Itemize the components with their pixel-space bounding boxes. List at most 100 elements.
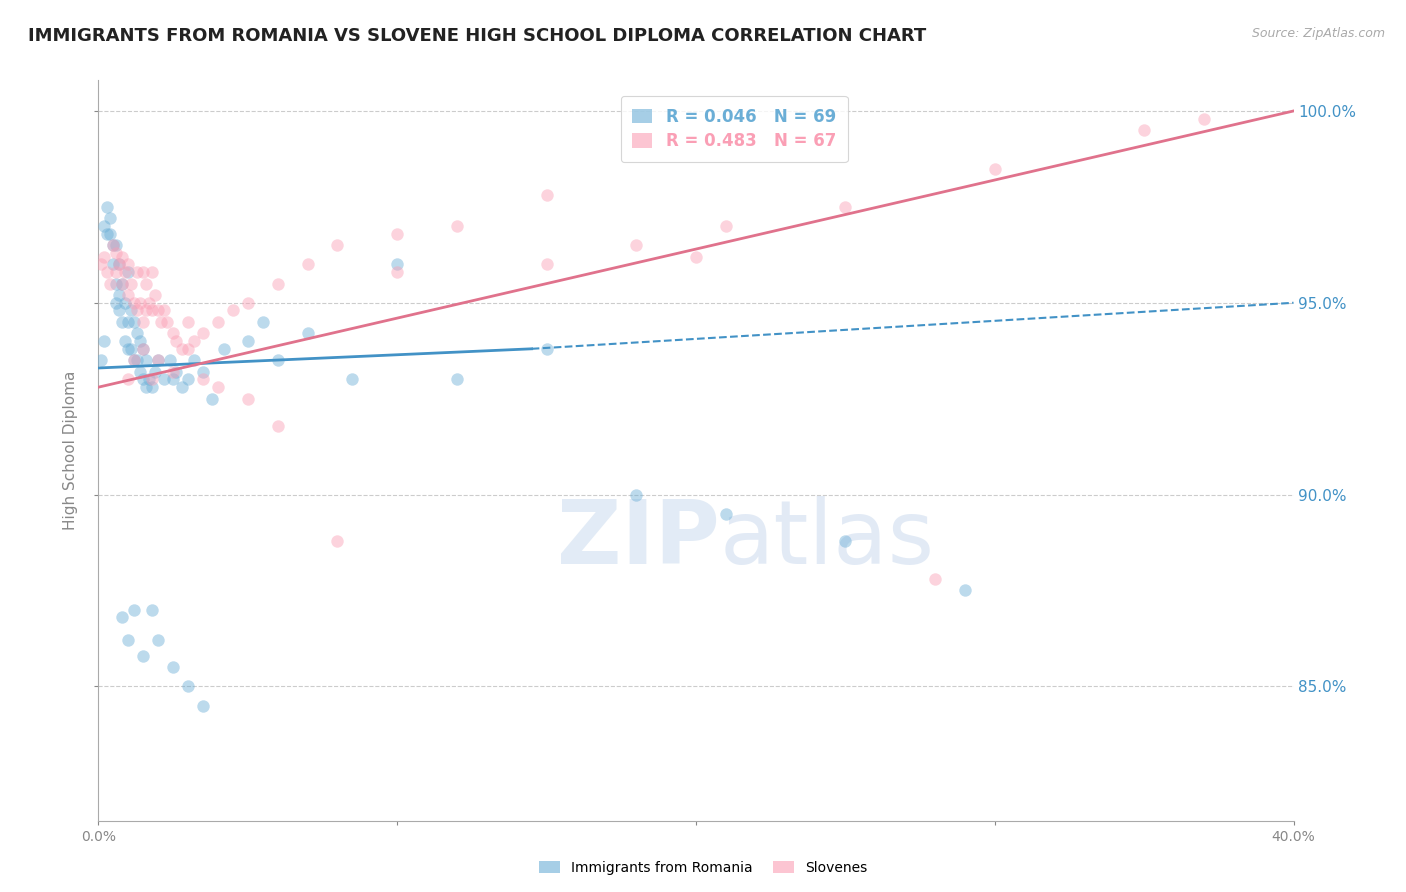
Point — [446, 372, 468, 386]
Point — [103, 238, 125, 252]
Point — [96, 265, 118, 279]
Point — [114, 334, 136, 348]
Point — [984, 161, 1007, 176]
Point — [111, 277, 134, 291]
Point — [536, 257, 558, 271]
Y-axis label: High School Diploma: High School Diploma — [63, 371, 79, 530]
Point — [326, 238, 349, 252]
Point — [141, 265, 163, 279]
Point — [143, 288, 166, 302]
Point — [685, 250, 707, 264]
Point — [117, 342, 139, 356]
Point — [162, 365, 184, 379]
Point — [129, 295, 152, 310]
Point — [111, 610, 134, 624]
Point — [114, 295, 136, 310]
Point — [124, 295, 146, 310]
Point — [138, 295, 160, 310]
Point — [191, 365, 214, 379]
Point — [172, 380, 194, 394]
Point — [297, 257, 319, 271]
Point — [385, 265, 409, 279]
Point — [124, 602, 146, 616]
Point — [953, 583, 976, 598]
Point — [141, 602, 163, 616]
Point — [105, 295, 128, 310]
Point — [446, 219, 468, 233]
Point — [177, 315, 200, 329]
Point — [129, 365, 152, 379]
Point — [148, 353, 170, 368]
Legend: R = 0.046   N = 69, R = 0.483   N = 67: R = 0.046 N = 69, R = 0.483 N = 67 — [620, 96, 848, 162]
Point — [108, 257, 131, 271]
Point — [93, 334, 115, 348]
Point — [1192, 112, 1215, 126]
Point — [124, 353, 146, 368]
Point — [714, 219, 737, 233]
Text: atlas: atlas — [720, 496, 935, 582]
Point — [143, 365, 166, 379]
Point — [162, 372, 184, 386]
Point — [626, 238, 648, 252]
Point — [212, 342, 235, 356]
Point — [326, 533, 349, 548]
Point — [156, 315, 179, 329]
Point — [536, 188, 558, 202]
Point — [138, 372, 160, 386]
Point — [385, 227, 409, 241]
Point — [267, 277, 290, 291]
Point — [120, 277, 142, 291]
Point — [117, 372, 139, 386]
Point — [135, 353, 157, 368]
Point — [117, 265, 139, 279]
Point — [117, 315, 139, 329]
Point — [90, 257, 112, 271]
Point — [177, 372, 200, 386]
Point — [98, 227, 122, 241]
Point — [135, 380, 157, 394]
Point — [127, 353, 149, 368]
Point — [162, 326, 184, 341]
Point — [132, 265, 155, 279]
Point — [108, 303, 131, 318]
Point — [127, 303, 149, 318]
Point — [124, 315, 146, 329]
Point — [342, 372, 364, 386]
Point — [148, 353, 170, 368]
Point — [129, 334, 152, 348]
Text: IMMIGRANTS FROM ROMANIA VS SLOVENE HIGH SCHOOL DIPLOMA CORRELATION CHART: IMMIGRANTS FROM ROMANIA VS SLOVENE HIGH … — [28, 27, 927, 45]
Point — [162, 660, 184, 674]
Point — [191, 326, 214, 341]
Point — [111, 250, 134, 264]
Point — [120, 342, 142, 356]
Point — [714, 507, 737, 521]
Point — [141, 372, 163, 386]
Point — [834, 200, 856, 214]
Point — [222, 303, 245, 318]
Point — [207, 315, 229, 329]
Point — [93, 250, 115, 264]
Point — [120, 303, 142, 318]
Point — [207, 380, 229, 394]
Point — [127, 265, 149, 279]
Point — [153, 303, 176, 318]
Point — [191, 372, 214, 386]
Point — [111, 277, 134, 291]
Point — [135, 303, 157, 318]
Point — [536, 342, 558, 356]
Point — [135, 277, 157, 291]
Point — [141, 380, 163, 394]
Point — [117, 288, 139, 302]
Point — [111, 315, 134, 329]
Point — [165, 365, 187, 379]
Point — [105, 277, 128, 291]
Point — [114, 265, 136, 279]
Point — [132, 315, 155, 329]
Point — [96, 227, 118, 241]
Point — [96, 200, 118, 214]
Point — [105, 265, 128, 279]
Point — [177, 679, 200, 693]
Point — [141, 303, 163, 318]
Point — [834, 533, 856, 548]
Point — [191, 698, 214, 713]
